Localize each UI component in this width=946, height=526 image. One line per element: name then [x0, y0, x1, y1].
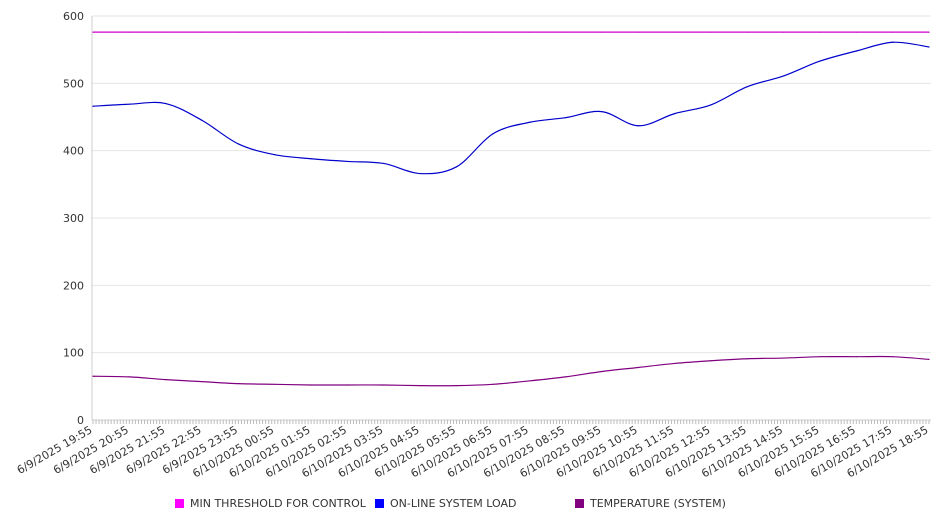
series-point-load [92, 105, 94, 107]
series-point-threshold [928, 31, 930, 33]
series-point-temperature [455, 385, 458, 387]
series-point-load [528, 121, 530, 123]
series-point-threshold [455, 31, 458, 33]
series-point-temperature [928, 358, 930, 360]
y-tick-label-500: 500 [63, 77, 84, 90]
series-point-load [746, 86, 748, 88]
legend-label-threshold: MIN THRESHOLD FOR CONTROL [190, 497, 366, 510]
series-point-threshold [201, 31, 203, 33]
series-point-temperature [673, 362, 676, 365]
series-point-threshold [383, 31, 385, 33]
legend-swatch-temperature [575, 499, 584, 508]
series-point-temperature [165, 379, 167, 381]
y-tick-label-0: 0 [77, 414, 84, 427]
series-point-temperature [783, 357, 785, 359]
series-point-load [383, 162, 385, 165]
series-point-temperature [528, 380, 530, 382]
y-tick-label-600: 600 [63, 10, 84, 23]
series-point-load [601, 111, 603, 113]
series-point-load [346, 160, 349, 163]
series-point-threshold [564, 31, 567, 33]
series-point-threshold [492, 31, 494, 33]
legend-label-temperature: TEMPERATURE (SYSTEM) [590, 497, 726, 510]
series-point-threshold [673, 31, 676, 33]
series-point-load [492, 133, 494, 135]
series-point-load [673, 113, 676, 115]
series-point-load [855, 50, 857, 52]
series-point-threshold [746, 31, 748, 33]
legend-swatch-load [375, 499, 384, 508]
x-axis-tick-labels: 6/9/2025 19:556/9/2025 20:556/9/2025 21:… [15, 423, 931, 480]
series-point-temperature [274, 383, 276, 385]
series-point-temperature [819, 356, 821, 358]
series-point-load [637, 125, 639, 127]
series-point-load [783, 75, 785, 77]
y-tick-label-100: 100 [63, 347, 84, 360]
series-point-threshold [528, 31, 530, 33]
series-point-temperature [419, 385, 421, 387]
series-point-temperature [128, 376, 130, 378]
series-point-threshold [419, 31, 421, 33]
series-point-temperature [92, 375, 94, 377]
series-point-load [564, 117, 567, 119]
series-point-temperature [855, 356, 857, 358]
legend-item-temperature[interactable]: TEMPERATURE (SYSTEM) [575, 497, 726, 510]
series-point-threshold [165, 31, 167, 33]
series-point-load [201, 119, 203, 121]
series-point-threshold [274, 31, 276, 33]
series-point-threshold [819, 31, 821, 33]
series-point-temperature [310, 384, 312, 386]
series-point-load [455, 166, 458, 168]
legend-item-load[interactable]: ON-LINE SYSTEM LOAD [375, 497, 516, 510]
series-point-temperature [201, 381, 203, 383]
series-point-load [928, 46, 930, 48]
series-point-temperature [492, 383, 494, 385]
series-point-threshold [783, 31, 785, 33]
series-point-threshold [710, 31, 712, 33]
legend: MIN THRESHOLD FOR CONTROL ON-LINE SYSTEM… [0, 497, 946, 513]
series-point-threshold [128, 31, 130, 33]
series-point-threshold [346, 31, 349, 33]
series-point-temperature [637, 366, 639, 369]
series-lines [92, 31, 930, 387]
legend-item-threshold[interactable]: MIN THRESHOLD FOR CONTROL [175, 497, 366, 510]
series-point-load [165, 102, 167, 105]
axes [91, 16, 931, 424]
series-line-load [92, 41, 930, 175]
series-point-threshold [637, 31, 639, 33]
series-point-temperature [383, 384, 385, 386]
series-line-temperature [92, 355, 930, 387]
series-point-load [710, 104, 712, 106]
y-tick-label-200: 200 [63, 279, 84, 292]
legend-swatch-threshold [175, 499, 184, 508]
series-point-threshold [310, 31, 312, 33]
series-point-temperature [564, 376, 567, 378]
series-point-temperature [746, 358, 748, 360]
series-point-load [819, 60, 821, 62]
series-point-threshold [92, 31, 94, 33]
gridlines [92, 15, 931, 354]
series-point-load [237, 143, 239, 145]
series-point-load [892, 41, 894, 43]
series-point-threshold [237, 31, 239, 33]
series-point-temperature [346, 384, 349, 386]
series-point-temperature [601, 370, 603, 373]
y-tick-label-300: 300 [63, 212, 84, 225]
y-tick-label-400: 400 [63, 145, 84, 158]
y-axis-tick-labels: 0 100 200 300 400 500 600 [63, 10, 84, 427]
series-point-threshold [601, 31, 603, 33]
series-point-temperature [710, 360, 712, 362]
series-point-threshold [892, 31, 894, 33]
series-point-temperature [237, 383, 239, 385]
series-point-load [310, 158, 312, 160]
series-point-temperature [892, 356, 894, 358]
series-point-threshold [855, 31, 857, 33]
legend-label-load: ON-LINE SYSTEM LOAD [390, 497, 517, 510]
series-point-load [419, 172, 421, 175]
series-point-load [128, 103, 130, 105]
series-point-load [274, 154, 276, 156]
